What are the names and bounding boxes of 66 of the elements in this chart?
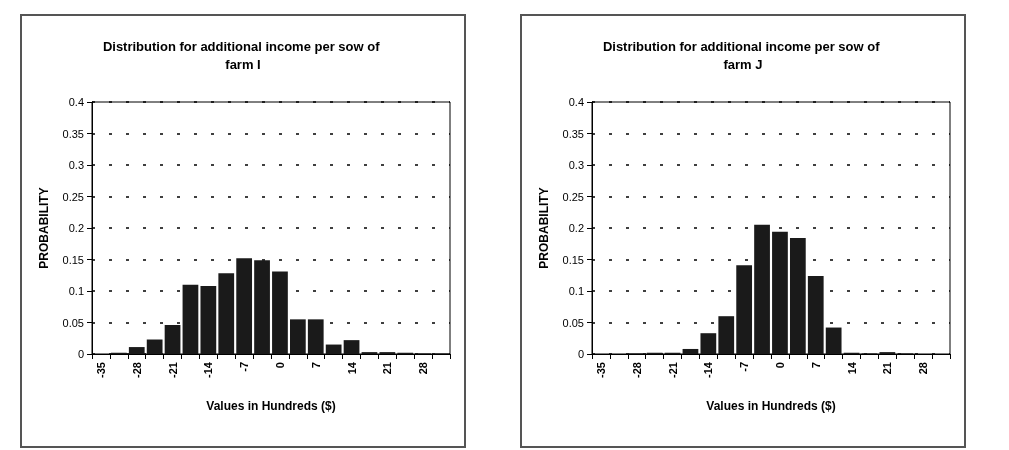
x-tick-label: -28 [630,362,643,378]
bar [236,258,253,354]
y-axis-title: PROBABILITY [37,187,51,269]
chart-title: Distribution for additional income per sow of farm I [102,38,384,72]
x-tick-label: -21 [666,362,679,378]
x-tick-label: -14 [702,361,715,378]
x-tick-label: -7 [238,362,251,372]
y-tick-label: 0.25 [62,190,84,203]
y-tick-label: 0.4 [568,96,584,108]
x-tick-label: 0 [273,362,286,369]
y-tick-label: 0.05 [562,316,584,329]
y-tick-label: 0.35 [62,127,84,140]
y-tick-label: 0.3 [568,159,584,171]
x-tick-label: -21 [166,362,179,378]
x-tick-label: -7 [738,362,751,372]
bar [307,319,324,354]
x-tick-label: 7 [309,362,322,369]
x-tick-label: -35 [594,362,607,378]
y-tick-label: 0.3 [68,159,84,171]
bar [164,325,181,354]
bar [736,265,753,354]
x-tick-label: -28 [130,362,143,378]
x-axis-title: Values in Hundreds ($) [706,399,836,413]
bar [754,224,770,354]
bar [146,339,163,354]
bar [325,344,342,354]
y-tick-label: 0.25 [562,190,584,203]
bar [289,319,306,354]
x-tick-label: 7 [809,362,822,369]
y-tick-label: 0 [577,348,584,360]
x-tick-label: 0 [773,362,786,369]
y-tick-label: 0.2 [568,222,584,234]
bar [200,285,217,354]
x-tick-label: 21 [881,362,894,375]
y-tick-label: 0.4 [68,96,84,108]
y-tick-label: 0.35 [562,127,584,140]
bar [789,238,806,354]
x-tick-label: -14 [202,361,215,378]
bar [682,348,699,354]
bar [718,316,735,354]
bar [343,340,360,354]
bar [254,260,270,354]
bar [825,327,842,354]
bar [772,231,788,354]
y-axis-title: PROBABILITY [537,187,551,269]
x-tick-label: 14 [345,361,358,375]
bar [218,273,235,354]
y-tick-label: 0.1 [568,285,584,297]
x-tick-label: 21 [381,362,394,375]
y-tick-label: 0.2 [68,222,84,234]
bar [700,333,717,354]
y-tick-label: 0.05 [62,316,84,329]
bar [807,275,824,354]
x-tick-label: 28 [917,362,930,375]
y-tick-label: 0 [77,348,84,360]
bar [182,284,199,354]
chart-title: Distribution for additional income per sow of farm J [602,38,884,72]
x-tick-label: -35 [94,362,107,378]
bar [272,271,288,354]
x-axis-title: Values in Hundreds ($) [206,399,336,413]
y-tick-label: 0.1 [68,285,84,297]
x-tick-label: 14 [845,361,858,375]
y-tick-label: 0.15 [62,253,84,266]
x-tick-label: 28 [417,362,430,375]
bar [128,347,145,354]
y-tick-label: 0.15 [562,253,584,266]
